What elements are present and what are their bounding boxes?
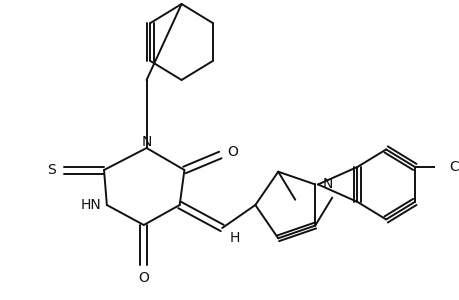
Text: S: S — [47, 163, 56, 177]
Text: N: N — [141, 135, 151, 149]
Text: Cl: Cl — [448, 160, 459, 174]
Text: H: H — [229, 231, 239, 245]
Text: N: N — [322, 177, 332, 191]
Text: O: O — [138, 271, 149, 285]
Text: HN: HN — [80, 198, 101, 212]
Text: O: O — [227, 145, 238, 159]
